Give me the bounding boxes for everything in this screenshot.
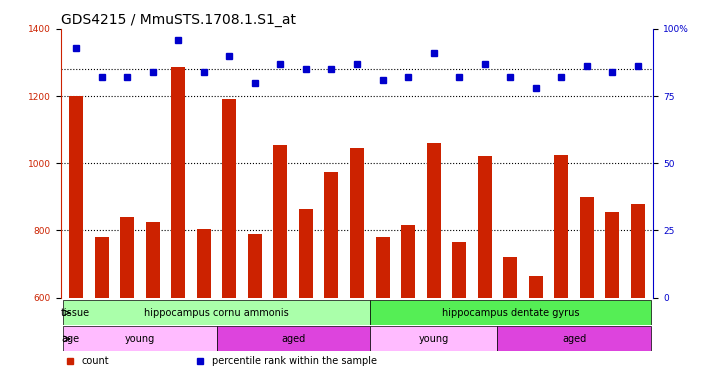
Bar [94, 237, 109, 298]
Bar [452, 242, 466, 298]
Text: age: age [61, 334, 79, 344]
Bar [605, 212, 620, 298]
Bar [631, 204, 645, 298]
Bar [370, 326, 498, 351]
Bar [529, 276, 543, 298]
Bar [350, 148, 364, 298]
Bar [580, 197, 594, 298]
Bar [426, 143, 441, 298]
Bar [401, 225, 415, 298]
Text: count: count [81, 356, 109, 366]
Bar [324, 172, 338, 298]
Text: young: young [418, 334, 449, 344]
Text: hippocampus cornu ammonis: hippocampus cornu ammonis [144, 308, 289, 318]
Bar [273, 145, 288, 298]
Bar [222, 99, 236, 298]
Text: aged: aged [562, 334, 586, 344]
Bar [197, 229, 211, 298]
Text: hippocampus dentate gyrus: hippocampus dentate gyrus [441, 308, 579, 318]
Text: aged: aged [281, 334, 306, 344]
Text: GDS4215 / MmuSTS.1708.1.S1_at: GDS4215 / MmuSTS.1708.1.S1_at [61, 13, 296, 27]
Bar [478, 157, 492, 298]
Text: young: young [125, 334, 155, 344]
Bar [370, 300, 650, 325]
Bar [299, 209, 313, 298]
Bar [146, 222, 160, 298]
Bar [120, 217, 134, 298]
Text: percentile rank within the sample: percentile rank within the sample [212, 356, 377, 366]
Bar [503, 257, 517, 298]
Bar [248, 234, 262, 298]
Bar [171, 68, 185, 298]
Bar [376, 237, 390, 298]
Bar [498, 326, 650, 351]
Bar [69, 96, 83, 298]
Bar [64, 326, 216, 351]
Bar [216, 326, 370, 351]
Bar [554, 155, 568, 298]
Bar [64, 300, 370, 325]
Text: tissue: tissue [61, 308, 91, 318]
